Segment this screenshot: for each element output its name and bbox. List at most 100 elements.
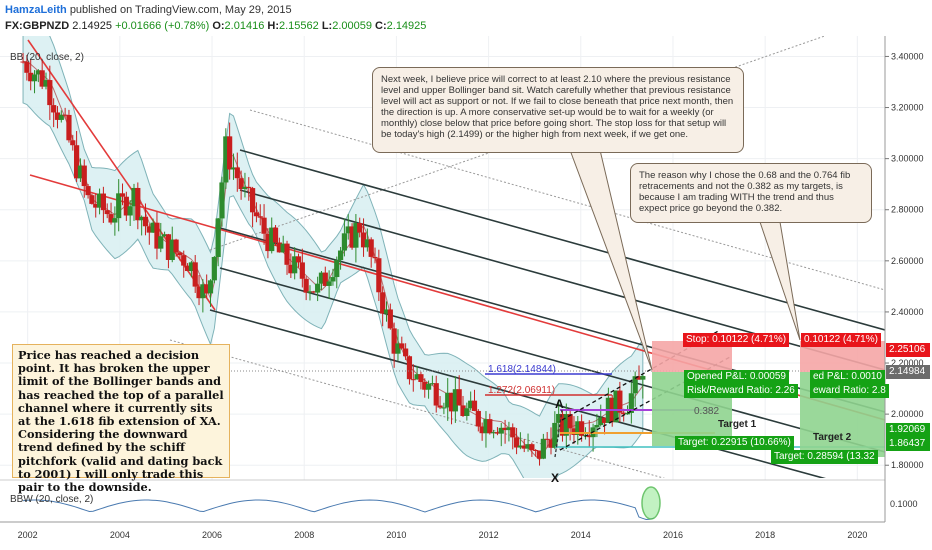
price-axis[interactable]: 3.40000 3.20000 3.00000 2.80000 2.60000 2.400… (885, 51, 924, 470)
open-value: 2.01416 (224, 20, 265, 32)
candle-body (387, 309, 393, 329)
xa-leg[interactable] (554, 409, 563, 458)
channel-line-4[interactable] (219, 267, 885, 453)
bbw-squeeze-highlight[interactable] (641, 486, 661, 520)
publish-line: HamzaLeith published on TradingView.com,… (5, 4, 292, 16)
bb-indicator-label[interactable]: BB (20, close, 2) (10, 52, 84, 63)
candle-body (349, 226, 355, 248)
x-tick-label: 2004 (110, 530, 130, 540)
candle-body (43, 80, 49, 87)
candle-body (506, 427, 512, 431)
candle-body (211, 257, 217, 281)
candle-body (353, 223, 359, 248)
stop-label-1[interactable]: Stop: 0.10122 (4.71%) (683, 333, 790, 347)
candle-body (269, 227, 275, 252)
candle-body (292, 256, 298, 274)
high-label: H: (267, 20, 279, 32)
candle-body (334, 260, 340, 278)
candle-body (326, 281, 332, 286)
candle-body (529, 444, 535, 451)
candle-body (54, 112, 61, 120)
chart-header: HamzaLeith published on TradingView.com,… (0, 0, 932, 36)
candle-body (116, 193, 122, 219)
candle-body (380, 292, 386, 314)
candle-body (85, 186, 91, 196)
candle-body (112, 218, 118, 223)
candle-body (494, 432, 501, 434)
candle-body (464, 408, 470, 416)
candle-body (429, 383, 436, 385)
rr-label-1[interactable]: Risk/Reward Ratio: 2.26 (684, 384, 798, 398)
time-axis[interactable]: 2002 2004 2006 2008 2010 2012 2014 2016 2018 2020 (18, 530, 868, 540)
candle-body (184, 265, 191, 272)
candle-body (204, 284, 210, 294)
target-value-2[interactable]: Target: 0.28594 (13.32 (771, 450, 878, 464)
candle-body (280, 243, 286, 253)
candle-body (207, 280, 214, 294)
candle-body (579, 421, 585, 436)
candle-body (448, 392, 455, 412)
candle-body (521, 445, 527, 449)
candle-body (142, 216, 149, 227)
candle-body (276, 242, 282, 253)
candle-body (93, 203, 99, 208)
rr-label-2[interactable]: eward Ratio: 2.8 (810, 384, 889, 398)
mini-channel-upper[interactable] (561, 329, 721, 421)
candle-body (617, 390, 623, 413)
candle-body (640, 376, 646, 380)
candle-body (403, 348, 409, 357)
candle-body (39, 70, 45, 87)
candle-body (491, 432, 497, 434)
candle-body (502, 427, 508, 431)
x-tick-label: 2008 (294, 530, 314, 540)
candle-body (165, 234, 172, 260)
candle-body (513, 437, 520, 448)
fib-1272-label: 1.272(2.06911) (488, 385, 555, 396)
note-top[interactable]: Next week, I believe price will correct … (372, 67, 744, 153)
note-right[interactable]: The reason why I chose the 0.68 and the … (630, 163, 872, 223)
channel-line-1[interactable] (239, 149, 885, 331)
candle-body (230, 167, 237, 170)
candle-body (169, 239, 175, 260)
candle-body (632, 376, 638, 394)
candle-body (556, 413, 562, 423)
candle-body (536, 450, 543, 459)
candle-body (548, 439, 554, 448)
candle-body (20, 61, 26, 63)
candle-body (395, 343, 401, 354)
publish-info: published on TradingView.com, May 29, 20… (69, 4, 292, 16)
candle-body (96, 193, 103, 208)
channel-line-5[interactable] (209, 309, 885, 495)
bbw-indicator-label[interactable]: BBW (20, close, 2) (10, 494, 93, 505)
candle-body (196, 286, 202, 299)
candle-body (422, 382, 428, 390)
candle-body (471, 400, 478, 411)
candle-body (66, 114, 72, 141)
candle-body (123, 196, 129, 216)
fib-1618-label: 1.618(2.14844) (488, 364, 556, 375)
symbol-label[interactable]: FX:GBPNZD (5, 20, 70, 32)
price-tag-current: 2.14984 (886, 365, 930, 379)
y-tick-label: 2.00000 (891, 409, 924, 419)
candle-body (410, 379, 416, 381)
candle-body (219, 182, 225, 219)
candle-body (139, 216, 145, 221)
analysis-callout[interactable]: Price has reached a decision point. It h… (12, 344, 230, 494)
candle-body (571, 428, 577, 435)
author-link[interactable]: HamzaLeith (5, 4, 67, 16)
candle-body (135, 187, 141, 221)
candle-body (552, 422, 558, 448)
stop-label-2[interactable]: 0.10122 (4.71%) (801, 333, 881, 347)
candle-body (586, 435, 592, 438)
candle-body (35, 70, 41, 75)
candle-body (238, 178, 244, 190)
candle-body (498, 427, 504, 434)
pl-label-1[interactable]: Opened P&L: 0.00059 (684, 370, 789, 384)
candle-body (150, 222, 156, 233)
target-value-1[interactable]: Target: 0.22915 (10.66%) (675, 436, 794, 450)
x-tick-label: 2002 (18, 530, 38, 540)
candle-body (517, 445, 523, 448)
candle-body (540, 438, 546, 459)
pl-label-2[interactable]: ed P&L: 0.0010 (810, 370, 885, 384)
note-pointers (569, 149, 801, 371)
